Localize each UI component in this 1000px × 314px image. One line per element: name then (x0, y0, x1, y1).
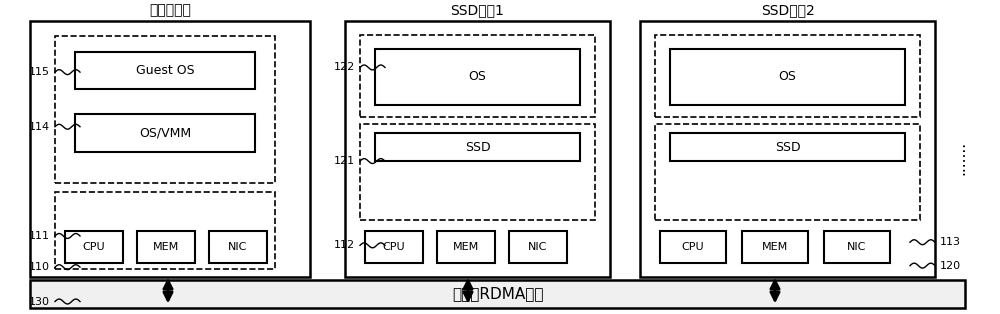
Text: 112: 112 (334, 240, 355, 250)
Text: 111: 111 (29, 231, 50, 241)
Text: CPU: CPU (83, 242, 105, 252)
FancyBboxPatch shape (670, 49, 905, 105)
Text: SSD: SSD (775, 141, 800, 154)
Text: MEM: MEM (453, 242, 479, 252)
FancyBboxPatch shape (670, 133, 905, 161)
Text: Guest OS: Guest OS (136, 64, 194, 77)
FancyBboxPatch shape (65, 231, 123, 263)
FancyBboxPatch shape (375, 49, 580, 105)
FancyBboxPatch shape (75, 52, 255, 89)
Text: CPU: CPU (383, 242, 405, 252)
FancyBboxPatch shape (30, 21, 310, 277)
Text: 122: 122 (334, 62, 355, 73)
Text: OS: OS (469, 70, 486, 83)
FancyBboxPatch shape (742, 231, 808, 263)
Text: 113: 113 (940, 237, 961, 247)
Text: MEM: MEM (153, 242, 179, 252)
FancyBboxPatch shape (75, 114, 255, 152)
Text: NIC: NIC (528, 242, 548, 252)
Text: SSD节点1: SSD节点1 (451, 3, 504, 18)
Text: 高性能RDMA网络: 高性能RDMA网络 (452, 286, 543, 301)
Text: 120: 120 (940, 261, 961, 271)
Text: 115: 115 (29, 67, 50, 77)
Text: OS: OS (779, 70, 796, 83)
FancyBboxPatch shape (30, 280, 965, 308)
FancyBboxPatch shape (375, 133, 580, 161)
Text: NIC: NIC (847, 242, 867, 252)
Text: NIC: NIC (228, 242, 248, 252)
Text: SSD: SSD (465, 141, 490, 154)
Text: SSD节点2: SSD节点2 (761, 3, 814, 18)
Text: 130: 130 (29, 296, 50, 306)
Text: MEM: MEM (762, 242, 788, 252)
Text: 114: 114 (29, 122, 50, 132)
FancyBboxPatch shape (345, 21, 610, 277)
Text: CPU: CPU (682, 242, 704, 252)
FancyBboxPatch shape (824, 231, 890, 263)
FancyBboxPatch shape (437, 231, 495, 263)
FancyBboxPatch shape (660, 231, 726, 263)
Text: 121: 121 (334, 156, 355, 166)
FancyBboxPatch shape (509, 231, 567, 263)
FancyBboxPatch shape (640, 21, 935, 277)
Text: OS/VMM: OS/VMM (139, 127, 191, 139)
Text: .......: ....... (952, 141, 968, 175)
FancyBboxPatch shape (137, 231, 195, 263)
Text: 110: 110 (29, 262, 50, 272)
FancyBboxPatch shape (365, 231, 423, 263)
Text: 虚拟化节点: 虚拟化节点 (149, 3, 191, 18)
FancyBboxPatch shape (209, 231, 267, 263)
